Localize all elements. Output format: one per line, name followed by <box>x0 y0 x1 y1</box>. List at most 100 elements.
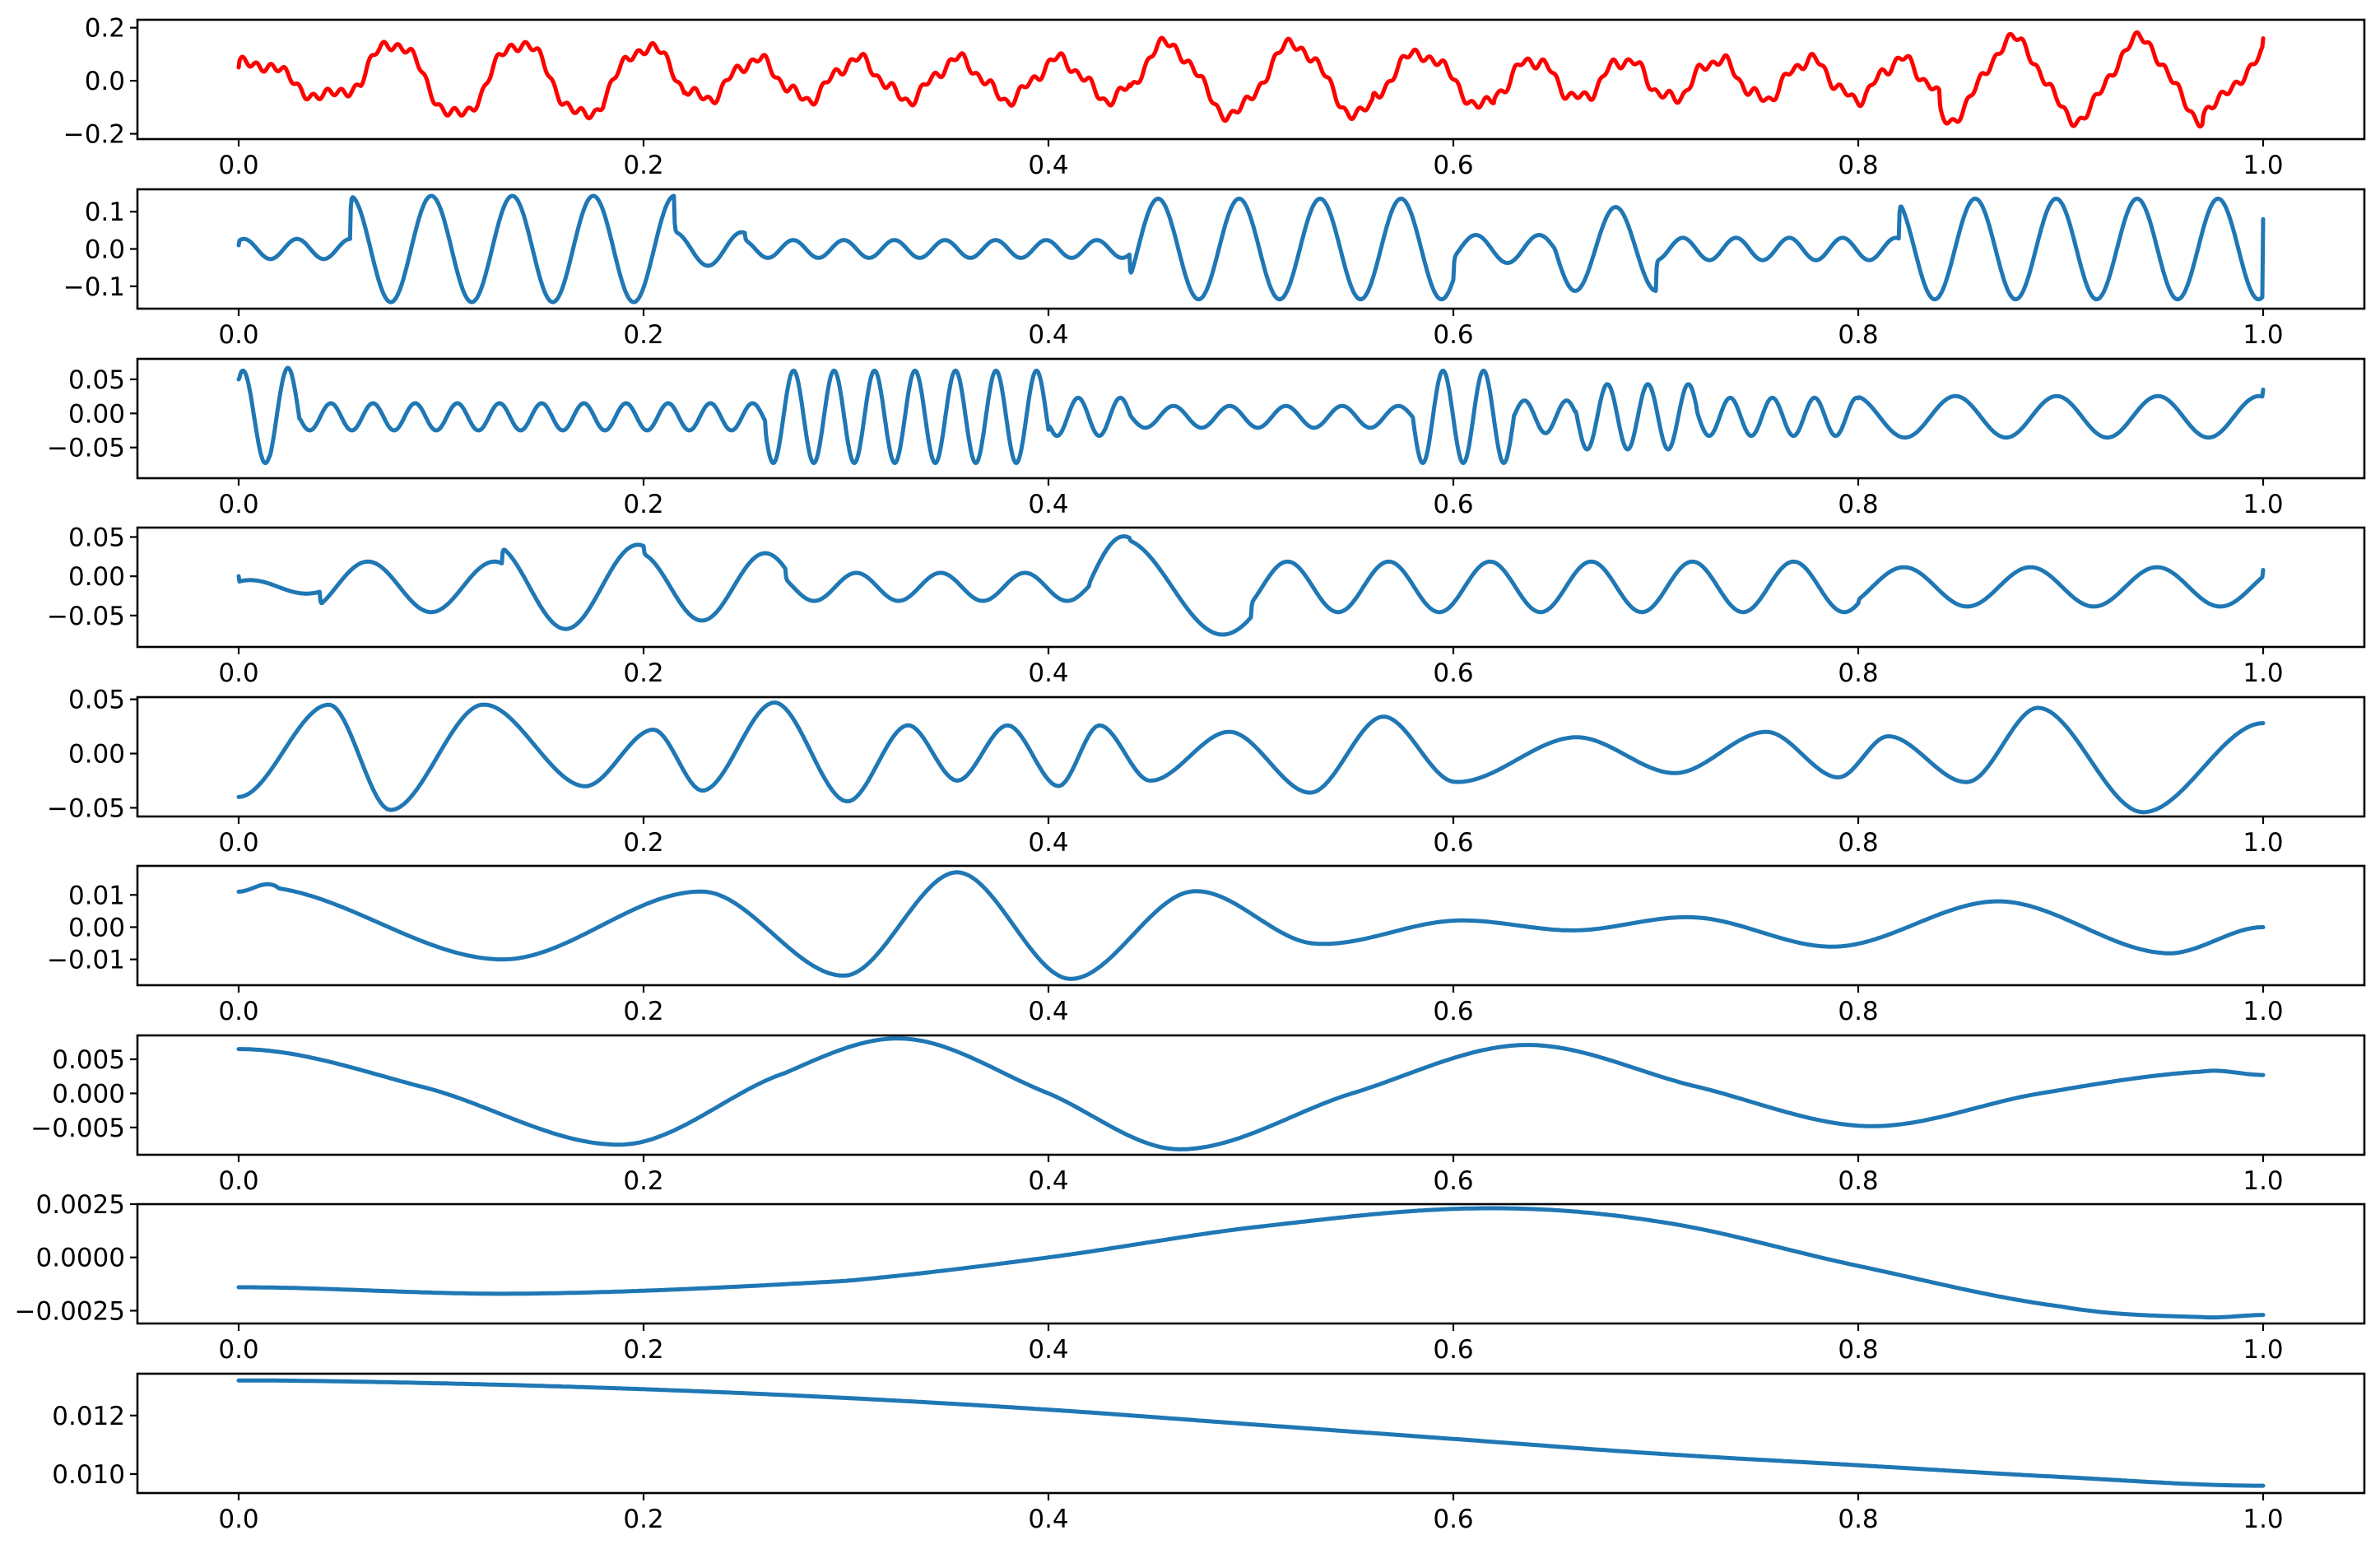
y-tick-label: −0.05 <box>47 793 125 823</box>
subplot-5: 0.0 0.2 0.4 0.6 0.8 1.0 −0.05 0.00 0.05 <box>47 686 2366 858</box>
y-tick-label: 0.00 <box>68 913 125 942</box>
x-tick-label: 0.2 <box>623 490 663 519</box>
subplot-1: 0.0 0.2 0.4 0.6 0.8 1.0 −0.2 0.0 0.2 <box>63 14 2366 180</box>
y-tick-label: 0.0000 <box>36 1244 125 1273</box>
x-tick-label: 0.0 <box>218 1505 258 1534</box>
series-line-6 <box>236 870 2266 981</box>
x-tick-label: 0.4 <box>1028 658 1068 688</box>
x-tick-label: 0.8 <box>1838 658 1878 688</box>
y-tick-label: −0.05 <box>47 602 125 631</box>
x-tick-label: 1.0 <box>2243 490 2283 519</box>
subplot-6: 0.0 0.2 0.4 0.6 0.8 1.0 −0.01 0.00 0.01 <box>47 864 2366 1026</box>
y-tick-label: 0.00 <box>68 562 125 592</box>
subplot-7: 0.0 0.2 0.4 0.6 0.8 1.0 −0.005 0.000 0.005 <box>30 1034 2366 1196</box>
axes-frame <box>136 357 2366 480</box>
x-tick-label: 0.4 <box>1028 490 1068 519</box>
x-tick-label: 0.8 <box>1838 997 1878 1026</box>
x-tick-label: 0.0 <box>218 1166 258 1196</box>
x-tick-label: 0.6 <box>1433 828 1473 858</box>
x-tick-label: 0.0 <box>218 320 258 350</box>
y-tick-label: −0.05 <box>47 434 125 463</box>
x-tick-label: 0.4 <box>1028 151 1068 180</box>
x-tick-label: 1.0 <box>2243 828 2283 858</box>
x-tick-label: 1.0 <box>2243 1166 2283 1196</box>
x-tick-label: 0.4 <box>1028 1335 1068 1365</box>
x-tick-label: 0.0 <box>218 658 258 688</box>
axes-frame <box>136 1372 2366 1495</box>
subplot-2: 0.0 0.2 0.4 0.6 0.8 1.0 −0.1 0.0 0.1 <box>63 188 2366 350</box>
y-tick-label: 0.00 <box>68 399 125 429</box>
y-tick-label: −0.01 <box>47 946 125 975</box>
y-tick-label: −0.2 <box>63 120 125 150</box>
x-tick-label: 0.2 <box>623 1166 663 1196</box>
x-tick-label: 0.8 <box>1838 828 1878 858</box>
x-tick-label: 0.2 <box>623 1335 663 1365</box>
series-line-8 <box>236 1206 2266 1320</box>
x-tick-label: 0.8 <box>1838 151 1878 180</box>
x-tick-label: 1.0 <box>2243 1505 2283 1534</box>
axes-frame <box>136 1034 2366 1156</box>
x-tick-label: 0.4 <box>1028 828 1068 858</box>
subplot-3: 0.0 0.2 0.4 0.6 0.8 1.0 −0.05 0.00 0.05 <box>47 357 2366 519</box>
y-tick-label: 0.1 <box>85 198 125 227</box>
x-tick-label: 0.6 <box>1433 1335 1473 1365</box>
x-tick-label: 1.0 <box>2243 997 2283 1026</box>
x-tick-label: 0.6 <box>1433 658 1473 688</box>
x-tick-label: 0.4 <box>1028 997 1068 1026</box>
y-tick-label: −0.1 <box>63 272 125 302</box>
series-line-2 <box>236 193 2266 305</box>
axes-frame <box>136 18 2366 141</box>
x-tick-label: 0.8 <box>1838 320 1878 350</box>
subplot-8: 0.0 0.2 0.4 0.6 0.8 1.0 −0.0025 0.0000 0.0025 <box>15 1190 2366 1365</box>
series-line-3 <box>236 365 2266 466</box>
y-tick-label: 0.00 <box>68 740 125 770</box>
x-tick-label: 0.4 <box>1028 1166 1068 1196</box>
y-tick-label: 0.05 <box>68 523 125 552</box>
series-line-9 <box>236 1378 2266 1488</box>
y-tick-label: 0.0 <box>85 67 125 96</box>
series-line-4 <box>236 534 2266 637</box>
y-tick-label: 0.000 <box>52 1079 125 1109</box>
x-tick-label: 0.2 <box>623 320 663 350</box>
series-line-1 <box>236 30 2266 129</box>
axes-frame <box>136 864 2366 987</box>
x-tick-label: 0.8 <box>1838 1166 1878 1196</box>
x-tick-label: 0.0 <box>218 490 258 519</box>
y-tick-label: 0.0 <box>85 235 125 265</box>
x-tick-label: 0.2 <box>623 1505 663 1534</box>
y-tick-label: 0.05 <box>68 365 125 395</box>
subplot-9: 0.0 0.2 0.4 0.6 0.8 1.0 0.010 0.012 <box>52 1372 2366 1534</box>
x-tick-label: 1.0 <box>2243 320 2283 350</box>
y-tick-label: 0.010 <box>52 1460 125 1490</box>
x-tick-label: 0.4 <box>1028 1505 1068 1534</box>
x-tick-label: 0.6 <box>1433 1166 1473 1196</box>
x-tick-label: 0.6 <box>1433 490 1473 519</box>
y-tick-label: 0.05 <box>68 686 125 715</box>
x-tick-label: 0.0 <box>218 828 258 858</box>
x-tick-label: 0.0 <box>218 1335 258 1365</box>
x-tick-label: 0.8 <box>1838 1505 1878 1534</box>
x-tick-label: 0.6 <box>1433 320 1473 350</box>
y-tick-label: −0.005 <box>30 1114 125 1143</box>
x-tick-label: 0.6 <box>1433 1505 1473 1534</box>
y-tick-label: 0.2 <box>85 14 125 44</box>
y-tick-label: −0.0025 <box>15 1296 125 1326</box>
x-tick-label: 0.8 <box>1838 490 1878 519</box>
x-tick-label: 0.8 <box>1838 1335 1878 1365</box>
y-tick-label: 0.005 <box>52 1045 125 1075</box>
x-tick-label: 0.2 <box>623 151 663 180</box>
axes-frame <box>136 1202 2366 1325</box>
y-tick-label: 0.0025 <box>36 1190 125 1220</box>
subplot-4: 0.0 0.2 0.4 0.6 0.8 1.0 −0.05 0.00 0.05 <box>47 523 2366 688</box>
x-tick-label: 1.0 <box>2243 151 2283 180</box>
x-tick-label: 0.0 <box>218 997 258 1026</box>
axes-frame <box>136 526 2366 649</box>
x-tick-label: 0.2 <box>623 828 663 858</box>
x-tick-label: 0.4 <box>1028 320 1068 350</box>
x-tick-label: 1.0 <box>2243 658 2283 688</box>
axes-frame <box>136 695 2366 818</box>
x-tick-label: 0.6 <box>1433 997 1473 1026</box>
series-line-7 <box>236 1036 2266 1151</box>
